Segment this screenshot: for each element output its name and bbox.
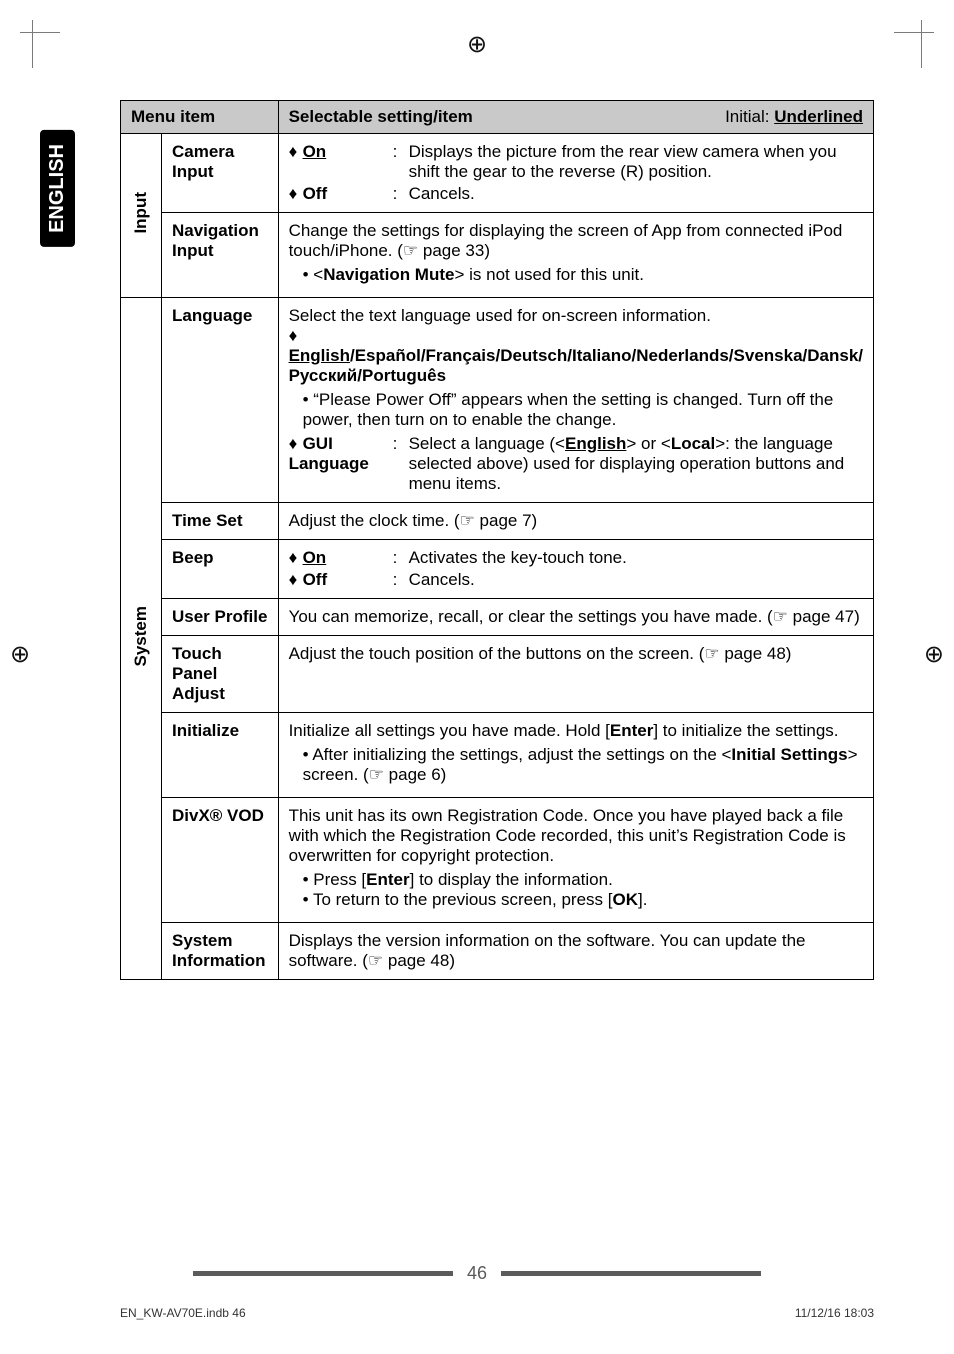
row-navigation-input: Navigation Input (162, 213, 279, 298)
divx-desc: This unit has its own Registration Code.… (278, 798, 873, 923)
initial-label: Initial: (725, 107, 774, 126)
th-selectable: Selectable setting/item (278, 101, 609, 134)
beep-on-label: On (303, 548, 327, 567)
row-time-set: Time Set (162, 503, 279, 540)
user-profile-desc: You can memorize, recall, or clear the s… (278, 599, 873, 636)
row-language: Language (162, 298, 279, 503)
row-divx-vod: DivX® VOD (162, 798, 279, 923)
beep-desc: ♦ On : Activates the key-touch tone. ♦ O… (278, 540, 873, 599)
touch-panel-desc: Adjust the touch position of the buttons… (278, 636, 873, 713)
row-camera-input: Camera Input (162, 134, 279, 213)
row-touch-panel-adjust: Touch Panel Adjust (162, 636, 279, 713)
camera-on-desc: Displays the picture from the rear view … (409, 142, 863, 182)
initial-word: Underlined (774, 107, 863, 126)
language-desc: Select the text language used for on-scr… (278, 298, 873, 503)
imprint-line: EN_KW-AV70E.indb 46 11/12/16 18:03 (120, 1306, 874, 1320)
beep-off-label: Off (303, 570, 328, 589)
beep-on-desc: Activates the key-touch tone. (409, 548, 863, 568)
camera-input-desc: ♦ On : Displays the picture from the rea… (278, 134, 873, 213)
imprint-file: EN_KW-AV70E.indb 46 (120, 1306, 246, 1320)
row-system-information: System Information (162, 923, 279, 980)
camera-off-desc: Cancels. (409, 184, 863, 204)
initialize-desc: Initialize all settings you have made. H… (278, 713, 873, 798)
row-initialize: Initialize (162, 713, 279, 798)
footer-bar-right (501, 1271, 761, 1276)
system-information-desc: Displays the version information on the … (278, 923, 873, 980)
row-user-profile: User Profile (162, 599, 279, 636)
imprint-date: 11/12/16 18:03 (795, 1306, 874, 1320)
beep-off-desc: Cancels. (409, 570, 863, 590)
navigation-input-desc: Change the settings for displaying the s… (278, 213, 873, 298)
group-system: System (121, 298, 162, 980)
row-beep: Beep (162, 540, 279, 599)
footer-bar-left (193, 1271, 453, 1276)
camera-off-label: Off (303, 184, 328, 203)
page-footer: 46 (193, 1263, 761, 1284)
time-set-desc: Adjust the clock time. (☞ page 7) (278, 503, 873, 540)
settings-table: Menu item Selectable setting/item Initia… (120, 100, 874, 980)
page-number: 46 (467, 1263, 487, 1284)
th-initial: Initial: Underlined (609, 101, 874, 134)
th-menu-item: Menu item (121, 101, 279, 134)
group-input: Input (121, 134, 162, 298)
gui-language-desc: Select a language (<English> or <Local>:… (409, 434, 863, 494)
camera-on-label: On (303, 142, 327, 161)
